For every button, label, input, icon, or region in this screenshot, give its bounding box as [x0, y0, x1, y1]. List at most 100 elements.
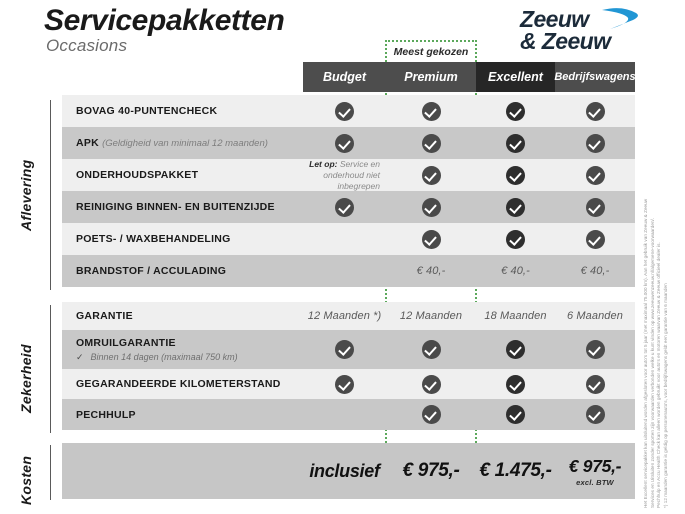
most-chosen-badge: Meest gekozen — [385, 40, 477, 62]
price-row: inclusief € 975,- € 1.475,- € 975,- excl… — [62, 443, 635, 499]
group-label-zekerheid: Zekerheid — [18, 344, 34, 414]
cell-premium — [386, 159, 476, 191]
column-header-budget[interactable]: Budget — [303, 62, 386, 92]
check-icon — [421, 165, 441, 185]
check-icon — [421, 229, 441, 249]
column-header-bedrijfswagens[interactable]: Bedrijfswagens — [554, 62, 636, 92]
cell-budget — [303, 127, 386, 159]
column-header-premium[interactable]: Premium — [386, 62, 476, 92]
warning-text: Service en onderhoud niet inbegrepen — [323, 158, 380, 191]
logo-line-2: & Zeeuw — [520, 28, 611, 54]
section-kosten: inclusief € 975,- € 1.475,- € 975,- excl… — [62, 443, 635, 499]
check-icon — [335, 197, 354, 217]
cell-bedrijfswagens — [555, 159, 635, 191]
row-label-reiniging: REINIGING BINNEN- EN BUITENZIJDE — [76, 201, 275, 213]
row-label-poets: POETS- / WAXBEHANDELING — [76, 233, 231, 245]
check-icon — [421, 101, 441, 121]
check-icon — [585, 405, 605, 424]
cell-excellent: 18 Maanden — [476, 302, 555, 330]
row-label-apk-text: APK — [76, 137, 99, 149]
fineprint-text: Het Excellent servicepakket kan uitsluit… — [643, 62, 681, 508]
cell-budget — [303, 255, 386, 287]
page-subtitle: Occasions — [46, 36, 128, 55]
cell-excellent — [476, 330, 555, 369]
table-row: POETS- / WAXBEHANDELING — [62, 223, 635, 255]
check-icon — [506, 165, 525, 185]
price-budget: inclusief — [309, 460, 380, 481]
row-sublabel-omruil: ✓ Binnen 14 dagen (maximaal 750 km) — [76, 352, 303, 363]
table-row: APK (Geldigheid van minimaal 12 maanden) — [62, 127, 635, 159]
table-row: REINIGING BINNEN- EN BUITENZIJDE — [62, 191, 635, 223]
cell-value: 18 Maanden — [484, 310, 547, 322]
row-sublabel-text: Binnen 14 dagen (maximaal 750 km) — [90, 351, 238, 362]
check-icon — [506, 340, 525, 359]
cell-excellent — [476, 369, 555, 399]
cell-budget — [303, 369, 386, 399]
cell-bedrijfswagens — [555, 223, 635, 255]
check-icon — [335, 374, 354, 394]
check-icon — [585, 101, 605, 121]
check-icon — [421, 405, 441, 424]
cell-excellent — [476, 399, 555, 430]
group-label-aflevering: Aflevering — [18, 159, 34, 231]
cell-bedrijfswagens: € 40,- — [555, 255, 635, 287]
check-icon — [506, 101, 525, 121]
cell-premium: 12 Maanden — [386, 302, 476, 330]
cell-budget: Let op: Service en onderhoud niet inbegr… — [303, 159, 386, 191]
check-icon — [585, 197, 605, 217]
row-label-pechhulp: PECHHULP — [76, 408, 136, 421]
cell-value: € 40,- — [416, 265, 446, 277]
check-icon — [585, 374, 605, 394]
check-icon — [421, 340, 441, 359]
check-icon — [506, 405, 525, 424]
cell-premium: € 40,- — [386, 255, 476, 287]
fineprint-block: Het Excellent servicepakket kan uitsluit… — [643, 62, 681, 508]
check-icon — [506, 197, 525, 217]
price-bedrijfswagens-btw: excl. BTW — [576, 477, 614, 487]
check-icon — [421, 374, 441, 394]
group-rule-kosten — [50, 445, 51, 500]
cell-budget — [303, 330, 386, 369]
row-label-omruil-text: OMRUILGARANTIE — [76, 336, 176, 349]
table-row: BOVAG 40-PUNTENCHECK — [62, 95, 635, 127]
check-icon — [421, 133, 441, 153]
row-label-onderhoudspakket: ONDERHOUDSPAKKET — [76, 169, 199, 181]
cell-bedrijfswagens — [555, 330, 635, 369]
column-header-excellent[interactable]: Excellent — [476, 62, 555, 92]
row-label-omruilgarantie: OMRUILGARANTIE ✓ Binnen 14 dagen (maximaa… — [62, 337, 303, 363]
table-row: ONDERHOUDSPAKKET Let op: Service en onde… — [62, 159, 635, 191]
cell-value: 6 Maanden — [567, 310, 623, 322]
table-row: OMRUILGARANTIE ✓ Binnen 14 dagen (maximaa… — [62, 330, 635, 369]
warning-prefix: Let op: — [309, 158, 338, 169]
swoosh-icon — [602, 8, 638, 29]
table-row: BRANDSTOF / ACCULADING € 40,- € 40,- € 4… — [62, 255, 635, 287]
cell-excellent: € 40,- — [476, 255, 555, 287]
cell-budget — [303, 191, 386, 223]
check-icon — [506, 229, 525, 249]
row-label-garantie: GARANTIE — [76, 310, 133, 322]
price-premium: € 975,- — [402, 460, 460, 481]
price-excellent: € 1.475,- — [479, 460, 552, 481]
check-icon — [585, 133, 605, 153]
cell-value: € 40,- — [501, 265, 530, 277]
page-title: Servicepakketten — [44, 4, 285, 37]
check-icon — [335, 101, 354, 121]
price-bedrijfswagens-value: € 975,- — [568, 455, 622, 476]
check-icon — [506, 133, 525, 153]
budget-warning-note: Let op: Service en onderhoud niet inbegr… — [303, 159, 386, 192]
cell-bedrijfswagens — [555, 399, 635, 430]
fineprint-line-4: *) 12 maanden garantie is geldig op pers… — [662, 283, 668, 508]
group-rule-zekerheid — [50, 305, 51, 433]
check-icon — [585, 229, 605, 249]
cell-bedrijfswagens — [555, 127, 635, 159]
cell-bedrijfswagens — [555, 369, 635, 399]
cell-budget — [303, 399, 386, 430]
brand-logo[interactable]: Zeeuw & Zeeuw — [520, 8, 640, 56]
cell-excellent — [476, 159, 555, 191]
check-icon — [585, 165, 605, 185]
cell-excellent — [476, 191, 555, 223]
cell-bedrijfswagens — [555, 95, 635, 127]
cell-budget: 12 Maanden *) — [303, 302, 386, 330]
row-label-bovag: BOVAG 40-PUNTENCHECK — [76, 105, 218, 117]
